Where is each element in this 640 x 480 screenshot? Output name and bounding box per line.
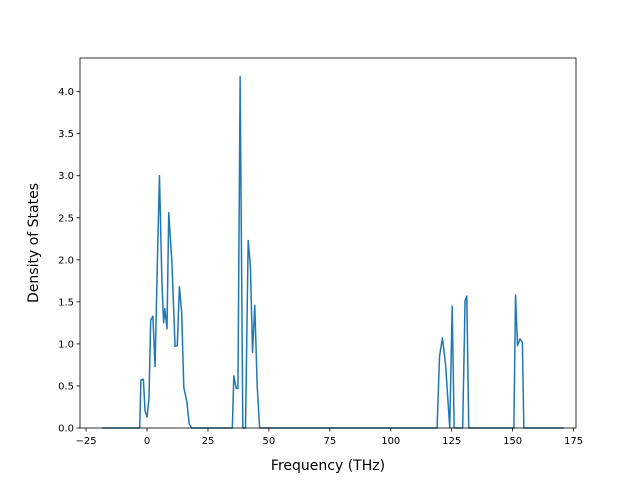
y-axis: 0.0 0.5 1.0 1.5 2.0 2.5 3.0 3.5 4.0 [58,87,80,435]
y-tick-label: 0.5 [58,381,74,392]
plot-area [101,75,564,429]
y-tick-label: 1.5 [58,297,74,308]
x-tick-label: 50 [263,436,276,447]
y-tick-label: 0.0 [58,424,74,435]
x-tick-label: 175 [564,436,583,447]
x-tick-label: −25 [76,436,97,447]
x-tick-label: 150 [503,436,522,447]
x-tick-label: 125 [442,436,461,447]
dos-series-line [101,75,564,429]
y-tick-label: 2.5 [58,213,74,224]
x-tick-label: 75 [323,436,336,447]
y-axis-label: Density of States [26,183,42,303]
y-tick-label: 4.0 [58,87,74,98]
x-tick-label: 25 [202,436,215,447]
plot-frame [79,57,577,429]
plot-background [80,58,576,428]
y-tick-label: 3.0 [58,171,74,182]
y-tick-label: 3.5 [58,129,74,140]
x-axis-label: Frequency (THz) [271,458,385,474]
x-tick-label: 0 [144,436,150,447]
x-axis: −25 0 25 50 75 100 125 150 175 [76,428,583,447]
x-tick-label: 100 [381,436,400,447]
y-tick-label: 2.0 [58,255,74,266]
y-tick-label: 1.0 [58,339,74,350]
